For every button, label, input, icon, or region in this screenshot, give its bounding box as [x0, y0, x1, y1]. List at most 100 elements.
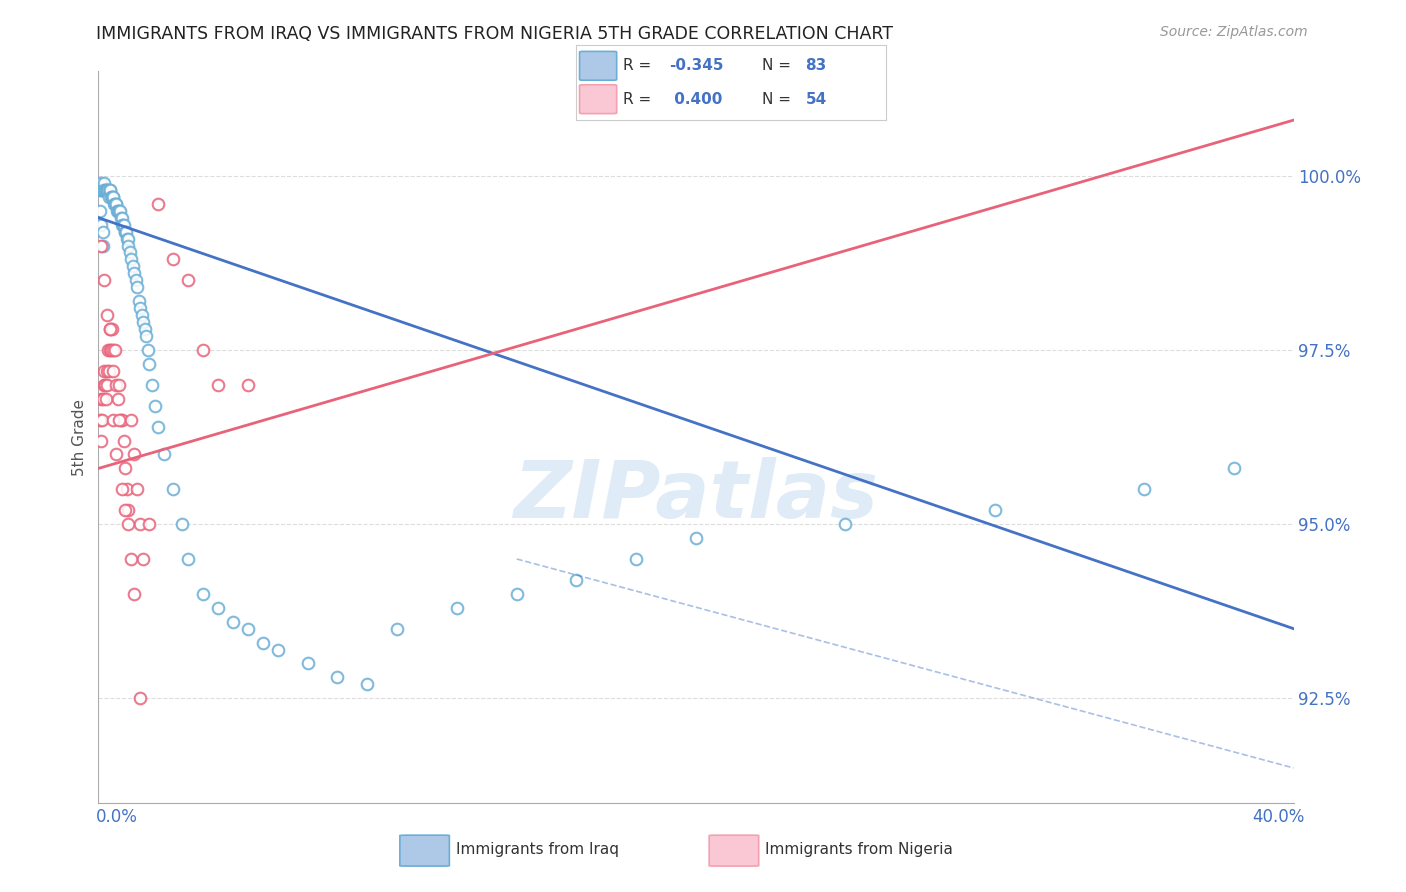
Point: [236, 377, 259, 392]
Point: [207, 600, 229, 615]
Point: [96, 183, 118, 197]
Point: [90, 392, 112, 406]
Point: [117, 238, 139, 252]
Point: [385, 622, 409, 636]
Point: [93, 273, 115, 287]
Point: [97, 364, 120, 378]
Point: [101, 190, 124, 204]
Point: [135, 329, 157, 343]
Point: [506, 587, 529, 601]
Text: IMMIGRANTS FROM IRAQ VS IMMIGRANTS FROM NIGERIA 5TH GRADE CORRELATION CHART: IMMIGRANTS FROM IRAQ VS IMMIGRANTS FROM …: [96, 25, 893, 43]
Point: [138, 357, 160, 371]
Point: [252, 635, 274, 649]
Point: [89, 203, 111, 218]
Point: [96, 364, 118, 378]
Text: -0.345: -0.345: [669, 58, 724, 73]
Text: 0.0%: 0.0%: [96, 808, 138, 826]
Point: [172, 517, 194, 532]
Point: [326, 670, 349, 684]
Point: [117, 503, 139, 517]
Point: [129, 517, 152, 532]
Point: [90, 183, 112, 197]
Point: [114, 225, 136, 239]
Point: [89, 183, 111, 197]
Point: [98, 322, 122, 336]
Point: [98, 343, 121, 357]
Point: [127, 483, 149, 497]
Point: [132, 552, 155, 566]
Point: [110, 412, 132, 426]
Point: [162, 252, 184, 267]
Point: [984, 503, 1007, 517]
Point: [117, 231, 139, 245]
Text: Source: ZipAtlas.com: Source: ZipAtlas.com: [1160, 25, 1308, 39]
Point: [191, 587, 214, 601]
Point: [111, 218, 134, 232]
Point: [834, 517, 856, 532]
Point: [90, 218, 112, 232]
Text: R =: R =: [623, 92, 657, 107]
Point: [104, 343, 127, 357]
Point: [148, 196, 170, 211]
Point: [100, 343, 122, 357]
Point: [129, 301, 152, 316]
Point: [103, 190, 125, 204]
Point: [267, 642, 290, 657]
Point: [91, 183, 114, 197]
Point: [111, 412, 134, 426]
Point: [236, 622, 259, 636]
Point: [111, 218, 134, 232]
Point: [98, 183, 121, 197]
Text: N =: N =: [762, 92, 796, 107]
Point: [104, 196, 127, 211]
Point: [94, 183, 117, 197]
Point: [111, 211, 134, 225]
Point: [94, 183, 117, 197]
Point: [108, 203, 131, 218]
Point: [107, 203, 129, 218]
Point: [105, 196, 128, 211]
Y-axis label: 5th Grade: 5th Grade: [72, 399, 87, 475]
Point: [93, 377, 115, 392]
Point: [120, 552, 142, 566]
Point: [91, 392, 114, 406]
Point: [97, 343, 120, 357]
Text: N =: N =: [762, 58, 796, 73]
Point: [685, 531, 707, 545]
Point: [114, 503, 136, 517]
Point: [118, 245, 141, 260]
Point: [94, 392, 117, 406]
Point: [90, 434, 112, 448]
Point: [108, 412, 131, 426]
Point: [98, 183, 122, 197]
Point: [115, 225, 138, 239]
Point: [177, 552, 200, 566]
Point: [124, 266, 146, 280]
FancyBboxPatch shape: [579, 52, 617, 80]
Point: [101, 343, 124, 357]
Point: [115, 231, 138, 245]
Point: [148, 419, 170, 434]
Point: [136, 343, 159, 357]
Point: [121, 260, 143, 274]
Point: [191, 343, 214, 357]
Point: [90, 238, 112, 252]
Point: [565, 573, 588, 587]
Point: [446, 600, 468, 615]
Point: [131, 308, 153, 322]
Point: [91, 238, 114, 252]
Point: [103, 196, 125, 211]
Point: [141, 377, 163, 392]
Text: 54: 54: [806, 92, 827, 107]
Point: [104, 196, 127, 211]
Point: [124, 587, 146, 601]
Point: [93, 176, 115, 190]
Point: [93, 183, 115, 197]
Point: [128, 691, 150, 706]
Point: [153, 448, 176, 462]
Point: [115, 483, 138, 497]
Point: [117, 517, 139, 532]
Point: [114, 225, 136, 239]
FancyBboxPatch shape: [709, 835, 759, 866]
Point: [108, 203, 131, 218]
